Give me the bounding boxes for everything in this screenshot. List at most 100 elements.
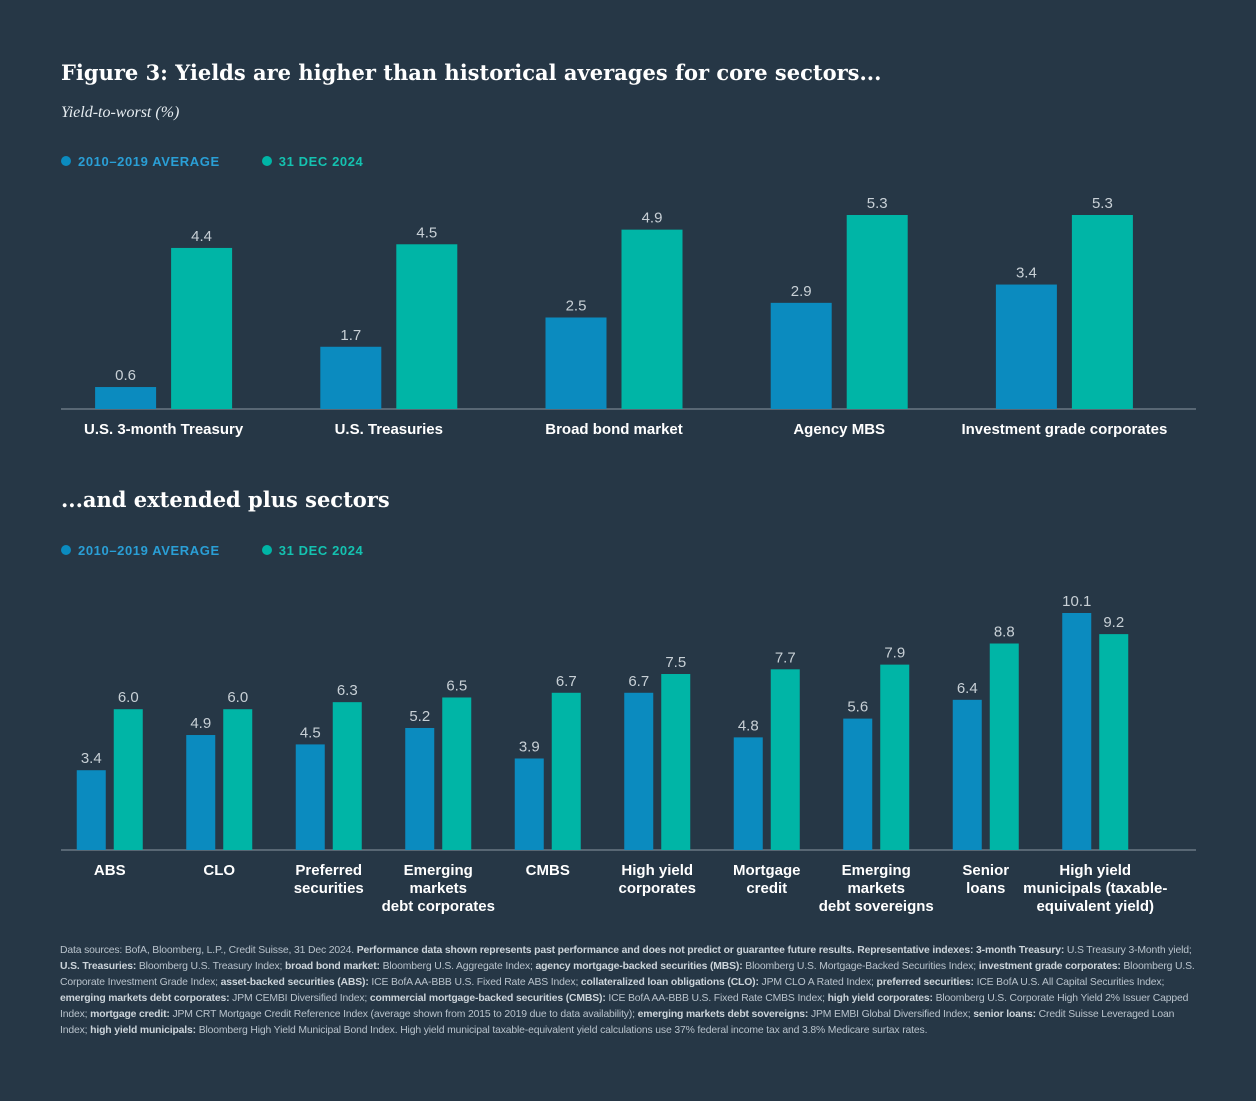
chart-subtitle: Yield-to-worst (%) bbox=[61, 104, 180, 121]
footnote-text: Bloomberg U.S. Treasury Index; bbox=[138, 961, 285, 972]
bar-avg-high-yield-corporates bbox=[624, 692, 654, 850]
category-label-high-yield-municipals-taxable-equivalent-yield: High yield municipals (taxable-equivalent… bbox=[1023, 862, 1167, 915]
category-label-emerging-markets-debt-corporates: Emerging markets debt corporates bbox=[382, 862, 495, 915]
bar-dec-mortgage-credit bbox=[770, 669, 800, 850]
footnote-text: ICE BofA AA-BBB U.S. Fixed Rate CMBS Ind… bbox=[608, 993, 828, 1004]
footnote-bold-text: collateralized loan obligations (CLO): bbox=[580, 977, 762, 988]
data-label-dec-abs: 6.0 bbox=[118, 689, 139, 706]
bar-dec-investment-grade-corporates bbox=[1071, 215, 1133, 409]
chart-title-extended: ...and extended plus sectors bbox=[61, 487, 390, 512]
bar-dec-senior-loans bbox=[989, 643, 1019, 850]
data-label-avg-senior-loans: 6.4 bbox=[957, 680, 978, 697]
data-label-dec-mortgage-credit: 7.7 bbox=[775, 649, 796, 666]
category-label-line: corporates bbox=[618, 880, 696, 897]
footnote-bold-text: mortgage credit: bbox=[90, 1009, 173, 1020]
footnote-bold-text: agency mortgage-backed securities (MBS): bbox=[535, 961, 746, 972]
data-label-avg-clo: 4.9 bbox=[190, 715, 211, 732]
category-label-line: U.S. 3-month Treasury bbox=[84, 421, 244, 438]
footnote-text: Bloomberg High Yield Municipal Bond Inde… bbox=[198, 1025, 928, 1036]
category-label-line: credit bbox=[746, 880, 787, 897]
category-label-line: CMBS bbox=[526, 862, 570, 879]
bar-dec-u-s-3-month-treasury bbox=[171, 247, 233, 409]
bar-chart-core-sectors: 0.6 4.4 U.S. 3-month Treasury 1.7 4.5 U.S. Tr… bbox=[61, 195, 1196, 438]
bar-avg-senior-loans bbox=[952, 699, 982, 850]
legend-label-dec: 31 DEC 2024 bbox=[278, 153, 364, 169]
bar-dec-abs bbox=[113, 709, 143, 850]
data-label-dec-investment-grade-corporates: 5.3 bbox=[1092, 195, 1113, 212]
footnote-text: Bloomberg U.S. Corporate Investment Grad… bbox=[60, 961, 1195, 988]
bar-avg-u-s-treasuries bbox=[320, 346, 382, 409]
data-label-dec-agency-mbs: 5.3 bbox=[867, 195, 888, 212]
bar-dec-u-s-treasuries bbox=[396, 244, 458, 409]
data-label-dec-emerging-markets-debt-corporates: 6.5 bbox=[446, 677, 467, 694]
category-label-line: debt corporates bbox=[382, 898, 495, 915]
footnote-bold-text: emerging markets debt corporates: bbox=[60, 993, 233, 1004]
category-label-emerging-markets-debt-sovereigns: Emerging markets debt sovereigns bbox=[819, 862, 934, 915]
category-label-line: municipals (taxable- bbox=[1023, 880, 1167, 897]
footnote-text: Credit Suisse Leveraged Loan Index; bbox=[60, 1009, 1175, 1036]
category-label-line: Investment grade corporates bbox=[961, 421, 1167, 438]
bar-dec-preferred-securities bbox=[332, 702, 362, 850]
legend-dot-dec-icon bbox=[261, 545, 272, 555]
data-label-dec-cmbs: 6.7 bbox=[556, 673, 577, 690]
data-label-dec-u-s-treasuries: 4.5 bbox=[416, 224, 437, 241]
data-label-avg-emerging-markets-debt-sovereigns: 5.6 bbox=[847, 699, 868, 716]
footnote-text: JPM CRT Mortgage Credit Reference Index … bbox=[172, 1009, 638, 1020]
data-label-dec-high-yield-corporates: 7.5 bbox=[665, 654, 686, 671]
bar-avg-abs bbox=[76, 770, 106, 850]
data-label-avg-preferred-securities: 4.5 bbox=[300, 724, 321, 741]
bar-avg-broad-bond-market bbox=[545, 317, 607, 409]
data-label-dec-emerging-markets-debt-sovereigns: 7.9 bbox=[884, 645, 905, 662]
footnote-text: Bloomberg U.S. Corporate High Yield 2% I… bbox=[60, 993, 1189, 1020]
legend-dot-avg-icon bbox=[61, 545, 71, 555]
data-sources-footnote: Data sources: BofA, Bloomberg, L.P., Cre… bbox=[60, 943, 1200, 1039]
bar-avg-emerging-markets-debt-corporates bbox=[405, 727, 435, 850]
bar-dec-broad-bond-market bbox=[621, 229, 683, 409]
footnote-bold-text: high yield corporates: bbox=[827, 993, 936, 1004]
data-label-dec-clo: 6.0 bbox=[227, 689, 248, 706]
legend-dot-avg-icon bbox=[61, 156, 71, 166]
legend-item-avg: 2010–2019 AVERAGE bbox=[61, 154, 220, 169]
legend-item-dec: 31 DEC 2024 bbox=[261, 542, 364, 558]
data-label-dec-broad-bond-market: 4.9 bbox=[642, 210, 663, 227]
chart-title-core: Figure 3: Yields are higher than histori… bbox=[61, 60, 882, 85]
category-label-u-s-3-month-treasury: U.S. 3-month Treasury bbox=[84, 421, 244, 438]
category-label-mortgage-credit: Mortgage credit bbox=[733, 862, 801, 897]
bar-avg-investment-grade-corporates bbox=[995, 284, 1057, 409]
category-label-senior-loans: Senior loans bbox=[962, 862, 1009, 897]
bar-dec-agency-mbs bbox=[846, 215, 908, 409]
bar-avg-high-yield-municipals-taxable-equivalent-yield bbox=[1062, 613, 1092, 850]
data-label-avg-broad-bond-market: 2.5 bbox=[566, 297, 587, 314]
bar-avg-cmbs bbox=[514, 758, 544, 850]
data-label-avg-emerging-markets-debt-corporates: 5.2 bbox=[409, 708, 430, 725]
category-label-u-s-treasuries: U.S. Treasuries bbox=[335, 421, 443, 438]
category-label-agency-mbs: Agency MBS bbox=[793, 421, 885, 438]
bar-chart-extended-sectors: 3.4 6.0 ABS 4.9 6.0 CLO 4.5 6.3 Preferred securit… bbox=[61, 593, 1196, 915]
category-label-investment-grade-corporates: Investment grade corporates bbox=[961, 421, 1167, 438]
data-label-avg-agency-mbs: 2.9 bbox=[791, 283, 812, 300]
footnote-text: U.S Treasury 3-Month yield; bbox=[1066, 945, 1192, 956]
bar-avg-emerging-markets-debt-sovereigns bbox=[843, 718, 873, 850]
footnote-text: JPM EMBI Global Diversified Index; bbox=[810, 1009, 974, 1020]
category-label-line: debt sovereigns bbox=[819, 898, 934, 915]
legend-extended: 2010–2019 AVERAGE 31 DEC 2024 bbox=[61, 541, 405, 559]
data-label-avg-mortgage-credit: 4.8 bbox=[738, 717, 759, 734]
legend-item-avg: 2010–2019 AVERAGE bbox=[61, 543, 220, 558]
category-label-line: markets bbox=[409, 880, 467, 897]
category-label-line: Senior bbox=[962, 862, 1009, 879]
bar-dec-high-yield-corporates bbox=[661, 674, 691, 850]
legend-core: 2010–2019 AVERAGE 31 DEC 2024 bbox=[61, 152, 405, 170]
legend-label-dec: 31 DEC 2024 bbox=[278, 542, 364, 558]
bar-avg-u-s-3-month-treasury bbox=[95, 387, 157, 409]
data-label-avg-high-yield-municipals-taxable-equivalent-yield: 10.1 bbox=[1062, 593, 1091, 610]
footnote-text: JPM CEMBI Diversified Index; bbox=[232, 993, 370, 1004]
data-label-avg-abs: 3.4 bbox=[81, 750, 102, 767]
legend-label-avg: 2010–2019 AVERAGE bbox=[78, 542, 220, 558]
footnote-bold-text: Performance data shown represents past p… bbox=[356, 945, 1067, 956]
footnote-text: Data sources: BofA, Bloomberg, L.P., Cre… bbox=[60, 945, 357, 956]
data-label-dec-u-s-3-month-treasury: 4.4 bbox=[191, 228, 212, 245]
footnote-bold-text: high yield municipals: bbox=[90, 1025, 199, 1036]
category-label-line: Broad bond market bbox=[545, 421, 683, 438]
data-label-avg-cmbs: 3.9 bbox=[519, 738, 540, 755]
footnote-text: JPM CLO A Rated Index; bbox=[761, 977, 877, 988]
